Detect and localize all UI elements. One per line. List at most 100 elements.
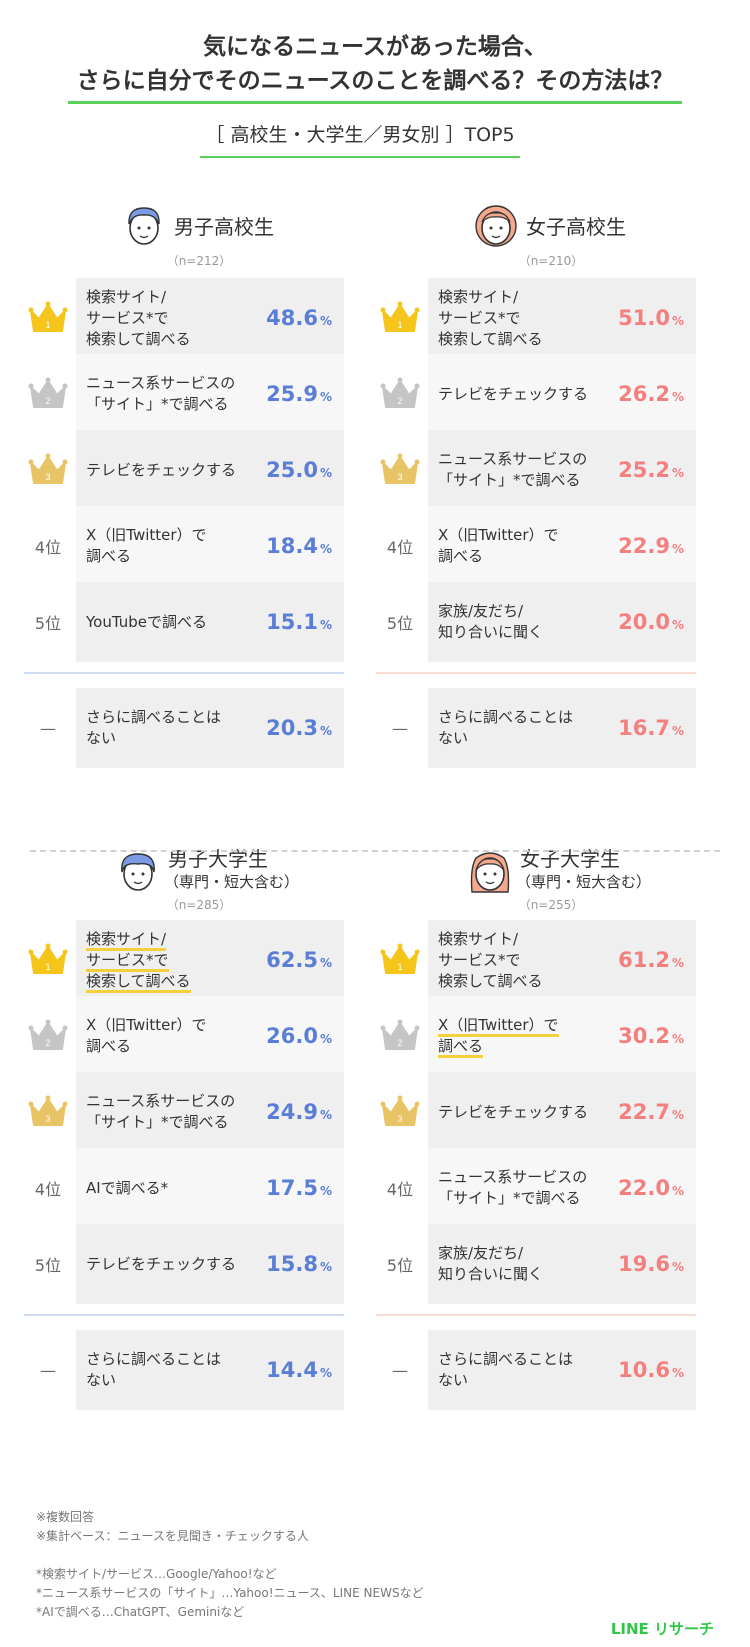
- sample-size: （n=285）: [166, 898, 232, 912]
- answer-cell: X（旧Twitter）で 調べる 22.9%: [428, 506, 696, 586]
- ranking-row: 2 テレビをチェックする 26.2%: [376, 354, 726, 434]
- answer-label: テレビをチェックする: [438, 1102, 589, 1121]
- ranking-row: 2 X（旧Twitter）で 調べる 30.2%: [376, 996, 726, 1076]
- svg-text:3: 3: [45, 472, 50, 482]
- ranking-row: 3 テレビをチェックする 22.7%: [376, 1072, 726, 1152]
- footnote-line: *ニュース系サービスの「サイト」…Yahoo!ニュース、LINE NEWSなど: [36, 1586, 424, 1600]
- sample-size: （n=212）: [166, 254, 232, 268]
- footnote-line: *検索サイト/サービス…Google/Yahoo!など: [36, 1567, 277, 1581]
- ranking-row: 4位 ニュース系サービスの 「サイト」*で調べる 22.0%: [376, 1148, 726, 1228]
- answer-label: ニュース系サービスの 「サイト」*で調べる: [438, 450, 588, 489]
- rank-label: 4位: [386, 538, 414, 557]
- svg-text:3: 3: [397, 472, 402, 482]
- answer-label: 検索サイト/サービス*で 検索して調べる: [438, 929, 543, 990]
- bronze-crown-icon: 3: [24, 430, 72, 510]
- silver-crown-icon: 2: [24, 996, 72, 1076]
- gold-crown-icon: 1: [24, 920, 72, 1000]
- group-title: 女子高校生: [526, 215, 626, 239]
- answer-label: 検索サイト/サービス*で 検索して調べる: [438, 287, 543, 348]
- svg-text:2: 2: [45, 1038, 50, 1048]
- answer-cell: 検索サイト/サービス*で 検索して調べる 51.0%: [428, 278, 696, 358]
- rank-label: 5位: [34, 614, 62, 633]
- none-cell: さらに調べることは ない 14.4%: [76, 1330, 344, 1410]
- answer-value: 61.2%: [618, 948, 684, 972]
- section-divider: [30, 850, 720, 852]
- answer-label: X（旧Twitter）で 調べる: [438, 996, 606, 1076]
- answer-value: 22.7%: [618, 1100, 684, 1124]
- answer-label: 検索サイト/サービス*で 検索して調べる: [86, 287, 191, 348]
- group-title: 男子高校生: [174, 215, 274, 239]
- ranking-row: 3 ニュース系サービスの 「サイト」*で調べる 24.9%: [24, 1072, 374, 1152]
- answer-value: 18.4%: [266, 534, 332, 558]
- silver-crown-icon: 2: [376, 354, 424, 434]
- answer-label: ニュース系サービスの 「サイト」*で調べる: [86, 374, 236, 413]
- sample-size: （n=210）: [518, 254, 584, 268]
- silver-crown-icon: 2: [376, 996, 424, 1076]
- gold-crown-icon: 1: [376, 278, 424, 358]
- svg-text:1: 1: [45, 320, 50, 330]
- ranking-row: 3 ニュース系サービスの 「サイト」*で調べる 25.2%: [376, 430, 726, 510]
- none-cell: さらに調べることは ない 10.6%: [428, 1330, 696, 1410]
- none-row: — さらに調べることは ない 14.4%: [24, 1330, 374, 1410]
- page-subtitle: ［ 高校生・大学生／男女別 ］TOP5: [205, 124, 515, 146]
- none-label: さらに調べることは ない: [86, 1350, 222, 1389]
- answer-label: 家族/友だち/知り合いに聞く: [438, 1244, 544, 1283]
- avatar-icon: [468, 848, 512, 896]
- answer-cell: YouTubeで調べる 15.1%: [76, 582, 344, 662]
- answer-value: 22.0%: [618, 1176, 684, 1200]
- ranking-row: 2 X（旧Twitter）で 調べる 26.0%: [24, 996, 374, 1076]
- avatar-icon: [122, 202, 166, 250]
- answer-cell: AIで調べる* 17.5%: [76, 1148, 344, 1228]
- ranking-row: 5位 YouTubeで調べる 15.1%: [24, 582, 374, 662]
- answer-value: 17.5%: [266, 1176, 332, 1200]
- ranking-row: 4位 AIで調べる* 17.5%: [24, 1148, 374, 1228]
- answer-value: 25.2%: [618, 458, 684, 482]
- ranking-row: 5位 家族/友だち/知り合いに聞く 19.6%: [376, 1224, 726, 1304]
- answer-cell: 家族/友だち/知り合いに聞く 20.0%: [428, 582, 696, 662]
- answer-value: 26.0%: [266, 1024, 332, 1048]
- answer-cell: 検索サイト/サービス*で 検索して調べる 61.2%: [428, 920, 696, 1000]
- title-underline: [68, 101, 682, 104]
- sample-size: （n=255）: [518, 898, 584, 912]
- ranking-row: 2 ニュース系サービスの 「サイト」*で調べる 25.9%: [24, 354, 374, 434]
- rank-label: 5位: [386, 614, 414, 633]
- answer-value: 30.2%: [618, 1024, 684, 1048]
- panel-header: 女子高校生 （n=210）: [376, 200, 726, 280]
- answer-label: X（旧Twitter）で 調べる: [86, 1016, 207, 1055]
- answer-cell: ニュース系サービスの 「サイト」*で調べる 25.2%: [428, 430, 696, 510]
- brand-logo: LINE リサーチ: [610, 1620, 714, 1638]
- answer-cell: X（旧Twitter）で 調べる 30.2%: [428, 996, 696, 1076]
- rank-label: 5位: [386, 1256, 414, 1275]
- rank-label: 4位: [34, 1180, 62, 1199]
- group-separator: [376, 672, 696, 674]
- svg-text:3: 3: [45, 1114, 50, 1124]
- none-row: — さらに調べることは ない 16.7%: [376, 688, 726, 768]
- answer-label: ニュース系サービスの 「サイト」*で調べる: [438, 1168, 588, 1207]
- none-label: さらに調べることは ない: [86, 708, 222, 747]
- ranking-row: 4位 X（旧Twitter）で 調べる 22.9%: [376, 506, 726, 586]
- ranking-row: 4位 X（旧Twitter）で 調べる 18.4%: [24, 506, 374, 586]
- ranking-row: 5位 テレビをチェックする 15.8%: [24, 1224, 374, 1304]
- answer-value: 22.9%: [618, 534, 684, 558]
- answer-value: 25.9%: [266, 382, 332, 406]
- answer-cell: テレビをチェックする 26.2%: [428, 354, 696, 434]
- answer-cell: ニュース系サービスの 「サイト」*で調べる 22.0%: [428, 1148, 696, 1228]
- none-rank: —: [40, 1360, 56, 1380]
- answer-value: 26.2%: [618, 382, 684, 406]
- ranking-row: 1 検索サイト/サービス*で 検索して調べる 48.6%: [24, 278, 374, 358]
- answer-cell: テレビをチェックする 25.0%: [76, 430, 344, 510]
- answer-label: テレビをチェックする: [86, 1254, 237, 1273]
- footnote-line: ※複数回答: [36, 1510, 95, 1524]
- answer-cell: 検索サイト/サービス*で 検索して調べる 48.6%: [76, 278, 344, 358]
- silver-crown-icon: 2: [24, 354, 72, 434]
- ranking-row: 3 テレビをチェックする 25.0%: [24, 430, 374, 510]
- panel-header: 男子高校生 （n=212）: [24, 200, 374, 280]
- subtitle-underline: [200, 156, 520, 158]
- page-title: 気になるニュースがあった場合、 さらに自分でそのニュースのことを調べる？その方法…: [76, 34, 674, 94]
- answer-value: 15.1%: [266, 610, 332, 634]
- answer-label: 検索サイト/サービス*で 検索して調べる: [86, 920, 254, 1000]
- none-row: — さらに調べることは ない 20.3%: [24, 688, 374, 768]
- none-label: さらに調べることは ない: [438, 1350, 574, 1389]
- answer-label: X（旧Twitter）で 調べる: [438, 526, 559, 565]
- bronze-crown-icon: 3: [376, 1072, 424, 1152]
